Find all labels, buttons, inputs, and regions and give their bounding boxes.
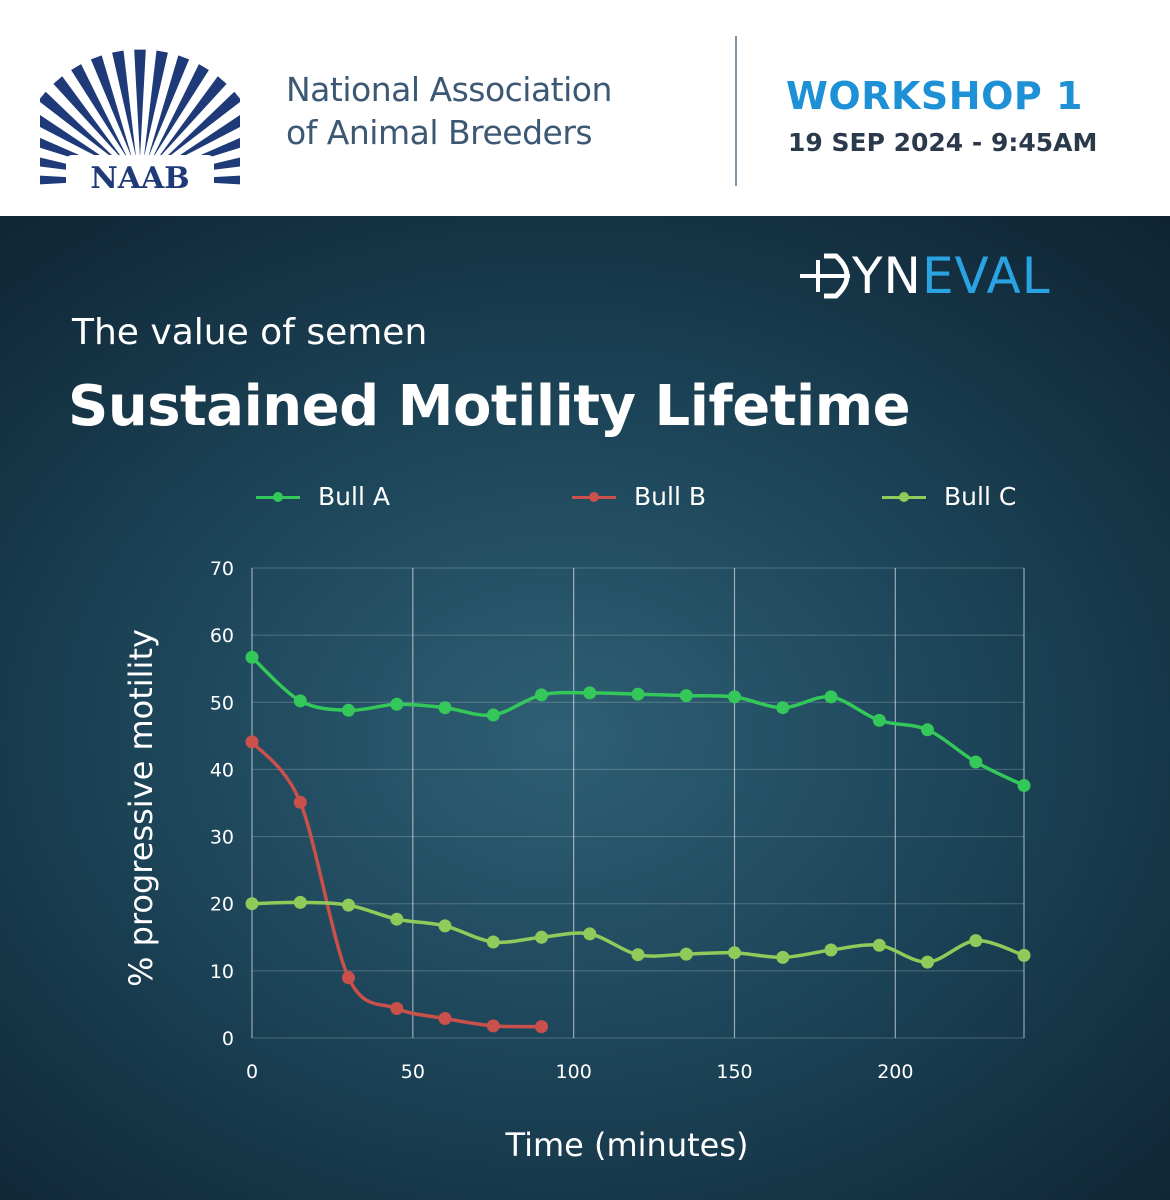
data-point-bull-c: [921, 955, 934, 969]
data-point-bull-c: [342, 898, 355, 912]
workshop-title: WORKSHOP 1: [786, 74, 1083, 118]
data-point-bull-a: [776, 701, 790, 715]
data-point-bull-b: [342, 971, 355, 985]
data-point-bull-a: [342, 703, 355, 717]
data-point-bull-c: [1017, 948, 1031, 962]
x-tick-label: 200: [877, 1061, 913, 1083]
data-point-bull-c: [872, 938, 886, 952]
legend-dot-bull-a: [273, 492, 283, 502]
y-tick-label: 70: [210, 558, 234, 580]
brand-part1: YN: [852, 247, 922, 305]
data-point-bull-a: [245, 650, 259, 664]
legend-dot-bull-c: [899, 492, 909, 502]
data-point-bull-c: [293, 895, 307, 909]
y-tick-label: 0: [222, 1028, 234, 1050]
data-point-bull-c: [969, 934, 983, 948]
series-line-bull-a: [250, 655, 1026, 788]
logo-ray: [159, 114, 240, 169]
logo-ray: [154, 76, 227, 164]
y-tick-label: 30: [210, 827, 234, 849]
y-tick-label: 20: [210, 894, 234, 916]
data-point-bull-b: [293, 795, 307, 809]
data-point-bull-a: [969, 755, 983, 769]
data-point-bull-c: [438, 919, 452, 933]
logo-ray: [147, 55, 190, 160]
organization-name: National Association of Animal Breeders: [286, 68, 612, 154]
legend-label-bull-b: Bull B: [634, 482, 706, 511]
data-point-bull-a: [293, 694, 307, 708]
dyneval-logo-mark: [800, 253, 850, 299]
y-tick-label: 60: [210, 625, 234, 647]
legend-label-bull-a: Bull A: [318, 482, 390, 511]
data-point-bull-c: [583, 927, 597, 941]
y-tick-label: 40: [210, 759, 234, 781]
data-point-bull-a: [486, 708, 500, 722]
data-point-bull-c: [824, 943, 838, 957]
data-point-bull-a: [872, 713, 886, 727]
x-axis-title: Time (minutes): [505, 1126, 749, 1164]
data-point-bull-c: [245, 897, 259, 911]
data-point-bull-b: [438, 1012, 452, 1025]
organization-name-line1: National Association: [286, 70, 612, 109]
workshop-date: 19 SEP 2024 - 9:45AM: [788, 128, 1098, 157]
chart-subtitle: The value of semen: [72, 312, 428, 353]
series-line-bull-b: [250, 740, 544, 1029]
legend-dot-bull-b: [589, 492, 599, 502]
y-axis-title: % progressive motility: [122, 629, 160, 987]
data-point-bull-a: [921, 723, 934, 737]
data-point-bull-c: [776, 950, 790, 964]
header-divider: [735, 36, 737, 186]
logo-ray: [71, 64, 129, 161]
chart-panel: [0, 216, 1170, 1200]
logo-ray: [143, 50, 168, 159]
logo-ray: [151, 64, 209, 161]
brand-part2: EVAL: [921, 247, 1051, 305]
data-point-bull-c: [486, 935, 500, 949]
data-point-bull-c: [390, 912, 404, 926]
data-point-bull-b: [486, 1019, 500, 1033]
logo-ray: [156, 91, 240, 166]
header: NAAB National Association of Animal Bree…: [0, 0, 1170, 216]
logo-ray: [40, 91, 124, 166]
data-point-bull-a: [631, 687, 645, 701]
data-point-bull-a: [390, 697, 404, 711]
x-tick-label: 0: [246, 1061, 258, 1083]
data-point-bull-c: [535, 930, 548, 944]
logo-ray: [53, 76, 126, 164]
logo-ray: [134, 49, 146, 158]
data-point-bull-a: [535, 688, 548, 702]
logo-ray: [112, 50, 137, 159]
organization-name-line2: of Animal Breeders: [286, 113, 593, 152]
data-point-bull-b: [245, 735, 259, 749]
data-point-bull-a: [438, 701, 452, 715]
data-point-bull-a: [824, 690, 838, 704]
data-point-bull-b: [390, 1002, 404, 1015]
logo-ray: [90, 55, 133, 160]
data-point-bull-c: [728, 946, 741, 960]
dyneval-logo-text: YNEVAL: [852, 246, 1051, 306]
chart-title: Sustained Motility Lifetime: [68, 374, 911, 439]
x-tick-label: 150: [716, 1061, 752, 1083]
x-tick-label: 100: [556, 1061, 592, 1083]
data-point-bull-a: [679, 689, 693, 703]
y-tick-label: 50: [210, 692, 234, 714]
logo-text: NAAB: [90, 161, 189, 196]
legend-label-bull-c: Bull C: [944, 482, 1017, 511]
y-tick-label: 10: [210, 961, 234, 983]
naab-logo: NAAB: [40, 49, 240, 196]
data-point-bull-c: [679, 947, 693, 961]
data-point-bull-c: [631, 948, 645, 962]
data-point-bull-a: [583, 686, 597, 700]
data-point-bull-a: [728, 690, 741, 704]
x-tick-label: 50: [401, 1061, 425, 1083]
data-point-bull-a: [1017, 779, 1031, 792]
data-point-bull-b: [535, 1020, 548, 1034]
